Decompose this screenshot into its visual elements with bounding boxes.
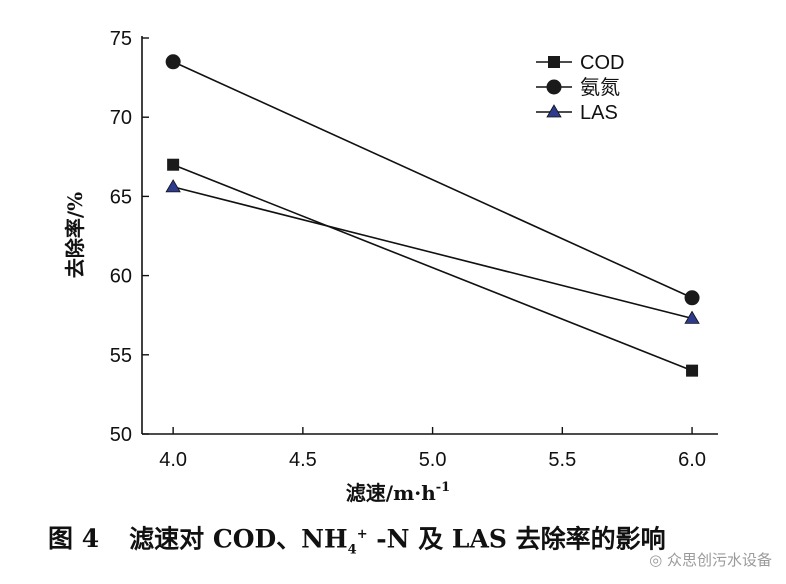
x-tick-label: 5.0 — [419, 449, 447, 471]
y-tick-label: 75 — [110, 28, 132, 50]
caption-text-after: -N 及 LAS 去除率的影响 — [367, 524, 666, 554]
legend-marker — [546, 79, 562, 95]
series-line — [172, 163, 693, 372]
x-tick-label: 4.5 — [289, 449, 317, 471]
axes: 50 55 60 65 70 75 4.0 4.5 5.0 5.5 6.0 — [110, 28, 718, 471]
y-tick-label: 50 — [110, 424, 132, 446]
caption-subscript: 4 — [347, 542, 357, 558]
legend-marker — [546, 104, 562, 118]
x-tick-label: 5.5 — [548, 449, 576, 471]
series-layer — [165, 54, 700, 377]
y-axis-title: 去除率/% — [63, 192, 87, 278]
legend-label: 氨氮 — [580, 76, 620, 99]
x-axis-title-text: 滤速/m·h — [346, 481, 436, 505]
data-point — [167, 158, 180, 171]
y-tick-label: 65 — [110, 186, 132, 208]
legend-marker — [548, 56, 560, 68]
caption-text-before: 滤速对 COD、NH — [129, 524, 348, 554]
watermark-text: 众思创污水设备 — [666, 551, 772, 569]
x-tick-label: 6.0 — [678, 449, 706, 471]
caption-superscript: + — [356, 527, 368, 542]
series-line — [172, 186, 693, 320]
legend-label: LAS — [580, 102, 618, 124]
y-tick-label: 55 — [110, 345, 132, 367]
x-axis-title: 滤速/m·h-1 — [346, 480, 450, 505]
watermark: ◎ 众思创污水设备 — [649, 549, 772, 570]
data-point — [686, 364, 699, 377]
figure-caption: 图 4 滤速对 COD、NH4+ -N 及 LAS 去除率的影响 — [48, 515, 666, 558]
series-line — [172, 61, 693, 299]
x-tick-label: 4.0 — [159, 449, 187, 471]
data-point — [684, 290, 700, 306]
figure-number: 图 4 — [48, 524, 100, 554]
data-point — [165, 54, 181, 70]
y-tick-label: 60 — [110, 266, 132, 288]
x-axis-title-exponent: -1 — [436, 480, 450, 495]
y-tick-label: 70 — [110, 107, 132, 129]
legend-label: COD — [580, 52, 624, 74]
watermark-icon: ◎ — [649, 551, 663, 569]
data-point — [165, 179, 181, 193]
data-point — [684, 310, 700, 324]
